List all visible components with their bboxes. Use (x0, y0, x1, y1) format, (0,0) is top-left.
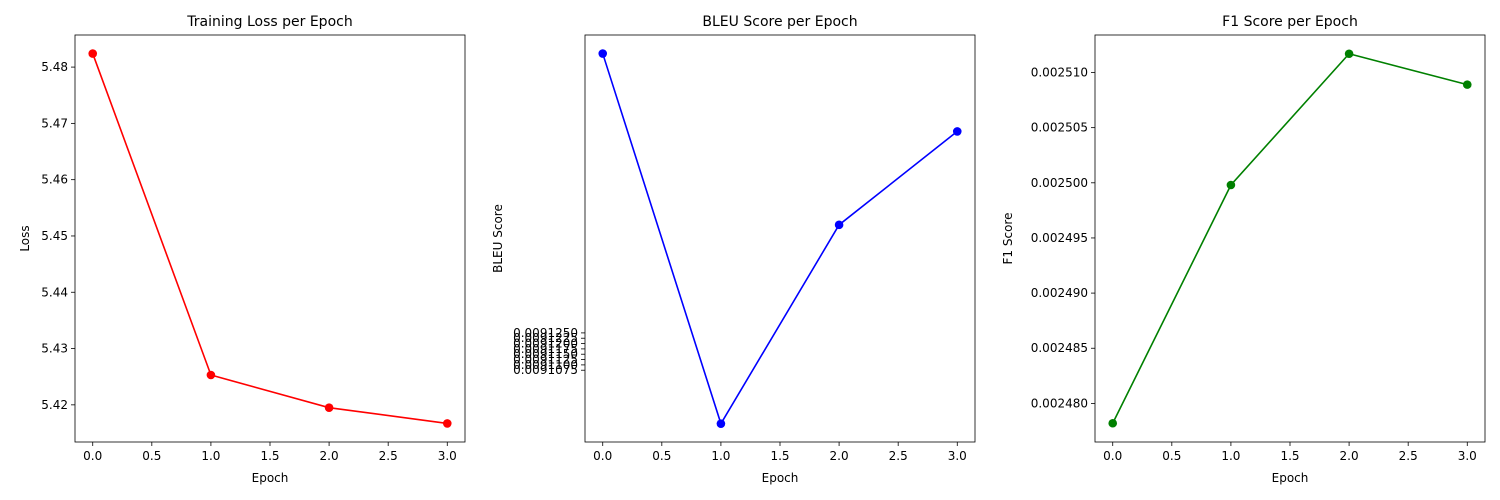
x-tick-label: 0.5 (1162, 449, 1181, 463)
x-axis-label: Epoch (252, 471, 289, 485)
chart-title: F1 Score per Epoch (1222, 14, 1358, 30)
y-tick-label: 5.43 (41, 342, 68, 356)
x-tick-label: 0.5 (652, 449, 671, 463)
x-axis-label: Epoch (1272, 471, 1309, 485)
series-line (91, 53, 448, 425)
data-point (598, 49, 608, 58)
x-tick-label: 2.0 (1340, 449, 1359, 463)
x-tick-label: 1.0 (1221, 449, 1240, 463)
y-tick-label: 0.0091125 (513, 353, 578, 367)
y-tick-label: 0.0091200 (513, 337, 578, 351)
chart-panel-2: F1 Score per Epoch 0.0 0.5 1.0 1.5 2.0 2.5 3.0 0… (1001, 14, 1486, 485)
data-point (324, 403, 334, 412)
chart-panel-0: Training Loss per Epoch 0.0 0.5 1.0 1.5 2.0 2.… (18, 14, 466, 485)
data-point (1226, 180, 1236, 190)
y-axis-label: Loss (18, 225, 32, 251)
x-tick-label: 3.0 (948, 449, 967, 463)
y-tick-label: 5.47 (41, 116, 68, 130)
x-tick-label: 2.5 (889, 449, 908, 463)
y-tick-label: 0.002495 (1031, 231, 1088, 245)
y-tick-label: 0.0091250 (513, 326, 578, 340)
x-axis-label: Epoch (762, 471, 799, 485)
y-tick-label: 0.002490 (1031, 286, 1088, 300)
x-tick-label: 0.0 (593, 449, 612, 463)
y-tick-label: 0.002505 (1031, 121, 1088, 135)
y-tick-label: 0.0091075 (513, 363, 578, 377)
y-tick-label: 5.46 (41, 173, 68, 187)
y-axis-label: F1 Score (1001, 213, 1015, 265)
data-point (442, 419, 452, 428)
data-point (952, 127, 962, 136)
x-tick-label: 1.0 (711, 449, 730, 463)
y-tick-label: 0.0091225 (513, 331, 578, 345)
y-tick-label: 0.002480 (1031, 396, 1088, 410)
x-tick-label: 0.5 (142, 449, 161, 463)
data-point (206, 370, 216, 380)
data-point (716, 419, 726, 428)
y-tick-label: 0.0091150 (513, 347, 578, 361)
data-point (88, 49, 98, 58)
x-tick-label: 0.0 (83, 449, 102, 463)
y-tick-label: 0.002500 (1031, 176, 1088, 190)
x-tick-label: 0.0 (1103, 449, 1122, 463)
x-tick-label: 2.5 (379, 449, 398, 463)
chart-title: BLEU Score per Epoch (702, 14, 857, 30)
data-point (834, 220, 844, 230)
x-tick-label: 2.0 (320, 449, 339, 463)
x-tick-label: 1.0 (201, 449, 220, 463)
series-line (1112, 52, 1468, 424)
y-axis-label: BLEU Score (491, 204, 505, 273)
y-tick-label: 0.002510 (1031, 66, 1088, 80)
y-tick-label: 5.42 (41, 398, 68, 412)
series-line (601, 53, 958, 426)
plot-frame (584, 34, 976, 443)
y-tick-label: 0.0091175 (513, 342, 578, 356)
y-tick-label: 5.48 (41, 60, 68, 74)
x-tick-label: 2.5 (1399, 449, 1418, 463)
y-tick-label: 0.002485 (1031, 341, 1088, 355)
x-tick-label: 2.0 (830, 449, 849, 463)
x-tick-label: 3.0 (438, 449, 457, 463)
chart-title: Training Loss per Epoch (186, 14, 352, 30)
data-point (1462, 80, 1472, 89)
y-tick-label: 5.44 (41, 285, 68, 299)
x-tick-label: 3.0 (1458, 449, 1477, 463)
plot-frame (1094, 34, 1486, 443)
y-tick-label: 0.0091100 (513, 358, 578, 372)
y-tick-label: 5.45 (41, 229, 68, 243)
x-tick-label: 1.5 (260, 449, 279, 463)
x-tick-label: 1.5 (1280, 449, 1299, 463)
x-tick-label: 1.5 (770, 449, 789, 463)
data-point (1108, 418, 1118, 428)
data-point (1344, 49, 1354, 59)
plot-frame (74, 34, 466, 443)
chart-panel-1: BLEU Score per Epoch 0.0 0.5 1.0 1.5 2.0 2.5 3.… (491, 14, 976, 485)
